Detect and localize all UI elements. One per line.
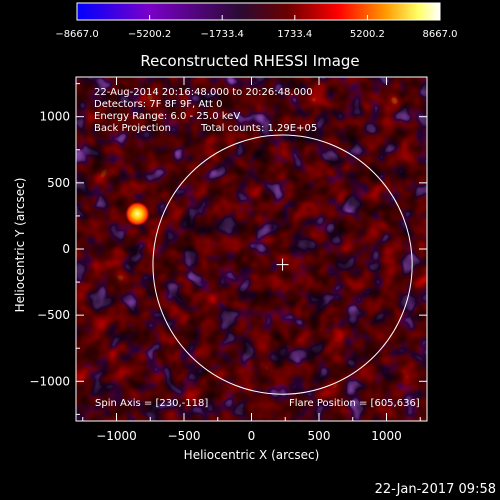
footer-timestamp: 22-Jan-2017 09:58 bbox=[374, 482, 496, 497]
chart-title: Reconstructed RHESSI Image bbox=[140, 52, 360, 70]
y-tick-label: −500 bbox=[37, 308, 70, 322]
annotation-detectors: Detectors: 7F 8F 9F, Att 0 bbox=[94, 99, 223, 110]
colorbar-tick-label: 8667.0 bbox=[423, 29, 458, 40]
bright-source bbox=[125, 201, 150, 226]
axis-ticks: −1000 −500 0 500 1000 −1000 −500 0 500 1000 bbox=[29, 77, 427, 443]
colorbar-tick-label: −1733.4 bbox=[201, 29, 244, 40]
x-tick-label: 0 bbox=[248, 429, 256, 443]
annotation-time: 22-Aug-2014 20:16:48.000 to 20:26:48.000 bbox=[94, 87, 313, 98]
annotation-counts: Total counts: 1.29E+05 bbox=[201, 123, 318, 134]
plot-area: −1000 −500 0 500 1000 −1000 −500 0 500 1000 bbox=[29, 76, 428, 443]
sun-center-marker bbox=[276, 258, 289, 271]
colorbar-tick-label: 5200.2 bbox=[350, 29, 385, 40]
heatmap-image bbox=[76, 77, 427, 421]
colorbar: −8667.0 −5200.2 −1733.4 1733.4 5200.2 8667.0 bbox=[55, 2, 458, 40]
y-tick-label: −1000 bbox=[29, 374, 70, 388]
x-tick-label: −500 bbox=[168, 429, 201, 443]
colorbar-tick-label: 1733.4 bbox=[277, 29, 312, 40]
y-tick-label: 500 bbox=[47, 176, 70, 190]
colorbar-gradient bbox=[76, 2, 441, 21]
x-tick-label: 1000 bbox=[371, 429, 402, 443]
annotation-spin-axis: Spin Axis = [230,-118] bbox=[95, 398, 209, 409]
colorbar-tick-label: −8667.0 bbox=[55, 29, 98, 40]
colorbar-ticks: −8667.0 −5200.2 −1733.4 1733.4 5200.2 8667.0 bbox=[55, 15, 458, 40]
colorbar-tick-label: −5200.2 bbox=[128, 29, 171, 40]
x-tick-label: 500 bbox=[308, 429, 331, 443]
y-axis-label: Heliocentric Y (arcsec) bbox=[13, 177, 27, 313]
x-tick-label: −1000 bbox=[96, 429, 137, 443]
y-tick-label: 0 bbox=[62, 242, 70, 256]
annotation-flare-position: Flare Position = [605,636] bbox=[289, 398, 420, 409]
annotation-method: Back Projection bbox=[94, 123, 171, 134]
solar-limb bbox=[152, 134, 413, 395]
y-tick-label: 1000 bbox=[39, 110, 70, 124]
x-axis-label: Heliocentric X (arcsec) bbox=[183, 448, 320, 462]
annotation-energy: Energy Range: 6.0 - 25.0 keV bbox=[94, 111, 241, 122]
